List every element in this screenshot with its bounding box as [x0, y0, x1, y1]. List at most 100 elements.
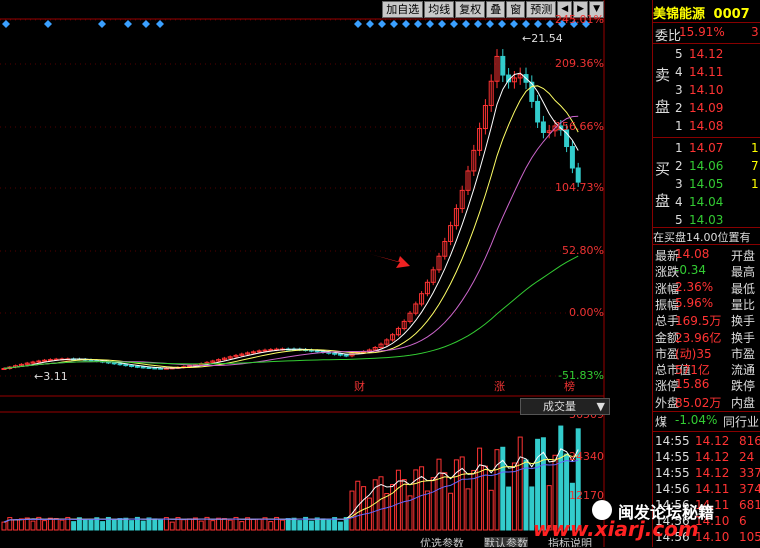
price-axis-label: 104.73% [555, 181, 604, 194]
sell-level-row[interactable]: 5 14.12 [653, 47, 760, 65]
candle-body [540, 121, 546, 133]
menu-icon[interactable]: ▼ [589, 1, 604, 18]
event-diamond-icon [438, 20, 446, 28]
tick-price: 14.12 [695, 450, 730, 464]
tick-row: 14:55 14.12 816 [653, 434, 760, 452]
event-diamond-icon [366, 20, 374, 28]
volume-bar [337, 521, 343, 531]
candle-body [337, 353, 343, 356]
candle-body [535, 100, 541, 123]
volume-bar [529, 486, 535, 531]
sell-level-num: 3 [675, 83, 683, 97]
event-marker-label: 涨 [494, 380, 505, 393]
tab-indicator-help[interactable]: 指标说明 [548, 537, 592, 547]
toolbar-button-2[interactable]: 复权 [455, 1, 486, 18]
event-diamond-icon [474, 20, 482, 28]
event-marker-label: 榜 [564, 379, 575, 393]
volume-bar [163, 517, 169, 531]
event-diamond-icon [124, 20, 132, 28]
candle-body [42, 359, 48, 362]
volume-bar [314, 517, 320, 531]
buy-level-row[interactable]: 1 14.07 1 [653, 141, 760, 159]
volume-bar [511, 462, 517, 531]
volume-bar [221, 518, 227, 531]
quote-stat-row: 最新 14.08 开盘 [653, 247, 760, 265]
candle-body [227, 356, 233, 359]
candle-body [395, 328, 401, 336]
candle-body [390, 334, 396, 341]
arrow-left-icon[interactable]: ◀ [557, 1, 573, 18]
price-axis-label: -51.83% [558, 369, 604, 382]
buy-level-row[interactable]: 2 14.06 7 [653, 159, 760, 177]
event-diamond-icon [462, 20, 470, 28]
volume-bar [233, 516, 239, 531]
volume-bar [291, 517, 297, 531]
sell-level-row[interactable]: 4 14.11 [653, 65, 760, 83]
sell-level-row[interactable]: 3 14.10 [653, 83, 760, 101]
candle-body [152, 367, 158, 370]
stat-label: 最新 [655, 249, 680, 263]
indicator-label[interactable]: 成交量 ▼ [520, 398, 610, 415]
industry-label: 煤 [655, 415, 668, 429]
volume-bar [268, 521, 274, 531]
tick-time: 14:56 [655, 530, 690, 544]
candle-body [129, 364, 135, 367]
industry-tail[interactable]: 同行业 [723, 415, 760, 429]
candle-body [332, 352, 338, 355]
candle-body [424, 281, 430, 295]
watermark-logo-icon [592, 500, 612, 520]
event-diamond-icon [510, 20, 518, 28]
candle-body [233, 354, 239, 358]
volume-bar [210, 520, 216, 531]
stat-value: 2.36% [675, 279, 714, 294]
volume-bar [459, 456, 465, 531]
event-diamond-icon [498, 20, 506, 28]
tick-row: 14:55 14.12 24 [653, 450, 760, 468]
stat-label: 外盘 [655, 395, 680, 410]
candle-body [448, 225, 454, 242]
high-price-label: ←21.54 [522, 32, 563, 45]
tick-volume: 337 [739, 466, 760, 480]
volume-bar [419, 466, 425, 531]
event-diamond-icon [2, 20, 10, 28]
toolbar-button-4[interactable]: 窗 [506, 1, 526, 18]
candle-body [442, 240, 448, 257]
candle-body [221, 357, 227, 361]
quote-stat-row: 涨幅 2.36% 最低 [653, 280, 760, 298]
tick-time: 14:55 [655, 434, 690, 448]
volume-bar [424, 490, 430, 531]
arrow-annotation-icon [370, 254, 410, 268]
stat-label: 总手 [655, 314, 680, 329]
price-axis-label: 52.80% [562, 244, 604, 257]
quote-stat-row: 涨停 15.86 跌停 [653, 377, 760, 395]
volume-bar [175, 517, 181, 531]
candle-body [413, 303, 419, 314]
volume-bar [256, 518, 262, 531]
volume-bar [187, 518, 193, 531]
candle-body [378, 343, 384, 349]
volume-bar [88, 518, 94, 531]
sell-level-price: 14.08 [689, 119, 724, 133]
toolbar-button-3[interactable]: 叠 [486, 1, 506, 18]
buy-level-row[interactable]: 4 14.04 [653, 195, 760, 213]
sell-level-row[interactable]: 2 14.09 [653, 101, 760, 119]
toolbar-button-0[interactable]: 加自选 [382, 1, 424, 18]
quote-stat-row: 振幅 5.96% 量比 [653, 296, 760, 314]
stat-value: 571亿 [675, 363, 710, 378]
weibi-row: 委比 15.91% 3 [653, 25, 760, 44]
stat-label: 金额 [655, 330, 680, 345]
kline-chart[interactable]: ←21.54 ←3.11 财 涨 榜 [0, 0, 608, 547]
sell-level-row[interactable]: 1 14.08 [653, 119, 760, 137]
volume-bar [117, 518, 123, 531]
buy-level-row[interactable]: 5 14.03 [653, 213, 760, 231]
volume-bar [569, 482, 575, 531]
tab-optimized-params[interactable]: 优选参数 [420, 537, 464, 547]
tab-default-params[interactable]: 默认参数 [484, 537, 528, 547]
arrow-right-icon[interactable]: ▶ [573, 1, 589, 18]
ma10-line [3, 85, 579, 370]
quote-stat-row: 金额 23.96亿 换手 [653, 329, 760, 347]
buy-level-row[interactable]: 3 14.05 1 [653, 177, 760, 195]
chart-toolbar: 加自选 均线 复权叠窗预测 ◀ ▶ ▼ [381, 1, 604, 18]
toolbar-button-1[interactable]: 均线 [424, 1, 455, 18]
toolbar-button-5[interactable]: 预测 [526, 1, 557, 18]
